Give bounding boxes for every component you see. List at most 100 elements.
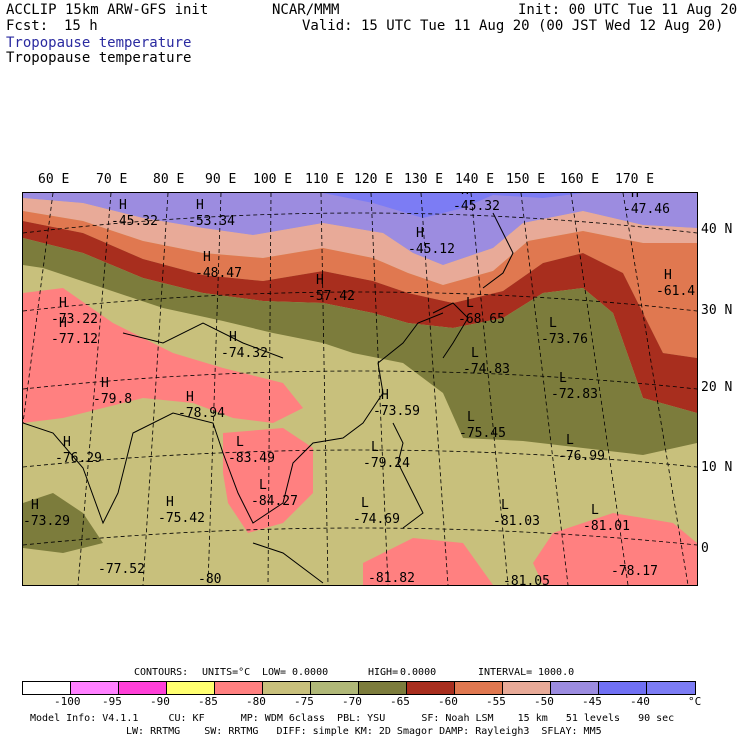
colorbar-swatch (119, 682, 167, 694)
low-marker: L (559, 371, 567, 386)
colorbar-swatch (407, 682, 455, 694)
region-pink-bay (223, 428, 313, 533)
high-marker: H (381, 388, 389, 403)
extremum-value: -47.46 (623, 202, 670, 217)
map-extrema-labels: H-45.32H-53.34H-48.47H-57.42H-45.32H-45.… (23, 192, 695, 586)
colorbar-tick-label: -50 (534, 695, 554, 708)
colorbar-tick-label: -70 (342, 695, 362, 708)
colorbar-tick-label: -80 (246, 695, 266, 708)
field-title-shaded: Tropopause temperature (6, 35, 192, 51)
lon-label: 120 E (354, 172, 394, 187)
colorbar-tick-label: -75 (294, 695, 314, 708)
high-marker: H (63, 435, 71, 450)
band-dark-red (23, 221, 697, 413)
init-time: Init: 00 UTC Tue 11 Aug 20 (518, 2, 738, 18)
band-lavender (23, 193, 697, 265)
low-marker: L (566, 433, 574, 448)
high-marker: H (31, 498, 39, 513)
extremum-value: -45.32 (453, 199, 500, 214)
low-label: LOW= (262, 667, 287, 678)
extremum-value: -78.94 (178, 406, 225, 421)
high-marker: H (119, 198, 127, 213)
extremum-value: -84.27 (251, 494, 298, 509)
extremum-value: -74.32 (221, 346, 268, 361)
extremum-value: -68.65 (458, 312, 505, 327)
lat-label: 10 N (701, 460, 733, 475)
region-pink-india (23, 288, 303, 423)
colorbar-tick-label: -40 (630, 695, 650, 708)
colorbar-swatch (359, 682, 407, 694)
high-marker: H (196, 198, 204, 213)
graticule (23, 193, 697, 585)
lat-label: 20 N (701, 380, 733, 395)
lon-label: 170 E (615, 172, 655, 187)
field-title-contour: Tropopause temperature (6, 50, 192, 66)
valid-time: Valid: 15 UTC Tue 11 Aug 20 (00 JST Wed … (302, 18, 724, 34)
contours-label: CONTOURS: (134, 667, 189, 678)
lon-label: 100 E (253, 172, 293, 187)
high-marker: H (59, 296, 67, 311)
forecast-hours: 15 h (64, 18, 98, 34)
extremum-value: -81.05 (503, 574, 550, 586)
colorbar-tick-label: -85 (198, 695, 218, 708)
colorbar-swatch (263, 682, 311, 694)
model-info-line-1: Model Info: V4.1.1 CU: KF MP: WDM 6class… (30, 713, 675, 724)
low-marker: L (501, 498, 509, 513)
extremum-value: -78.17 (611, 564, 658, 579)
low-value: 0.0000 (292, 667, 329, 678)
high-value: 0.0000 (400, 667, 437, 678)
extremum-value: -80 (198, 572, 221, 586)
colorbar-unit: °C (688, 695, 702, 708)
colorbar-swatch (503, 682, 551, 694)
colorbar-swatch (215, 682, 263, 694)
extremum-value: -75.42 (158, 511, 205, 526)
lon-label: 80 E (153, 172, 185, 187)
coastlines (23, 212, 514, 584)
extremum-value: -72.83 (551, 387, 598, 402)
colorbar-tick-label: -60 (438, 695, 458, 708)
colorbar (22, 681, 696, 695)
extremum-value: -83.49 (228, 451, 275, 466)
colorbar-swatch (23, 682, 71, 694)
band-salmon (23, 198, 697, 285)
lon-label: 160 E (560, 172, 600, 187)
low-marker: L (259, 478, 267, 493)
units-label: UNITS=°C (202, 667, 251, 678)
colorbar-tick-label: -95 (102, 695, 122, 708)
lon-label: 60 E (38, 172, 70, 187)
extremum-value: -79.8 (93, 392, 132, 407)
extremum-value: -61.4 (656, 284, 695, 299)
low-marker: L (471, 346, 479, 361)
extremum-value: -73.59 (373, 404, 420, 419)
low-marker: L (549, 316, 557, 331)
low-marker: L (591, 503, 599, 518)
extremum-value: -81.01 (583, 519, 630, 534)
colorbar-tick-label: -55 (486, 695, 506, 708)
interval-label: INTERVAL= (478, 667, 533, 678)
interval-value: 1000.0 (538, 667, 575, 678)
extremum-value: -76.99 (558, 449, 605, 464)
high-marker: H (664, 268, 672, 283)
high-label: HIGH= (368, 667, 399, 678)
band-orange (23, 211, 697, 358)
high-marker: H (631, 192, 639, 201)
colorbar-tick-label: -45 (582, 695, 602, 708)
lat-label: 30 N (701, 303, 733, 318)
lon-label: 130 E (404, 172, 444, 187)
colorbar-swatch (551, 682, 599, 694)
high-marker: H (416, 226, 424, 241)
extremum-value: -73.29 (23, 514, 70, 529)
high-marker: H (229, 330, 237, 345)
lon-label: 110 E (305, 172, 345, 187)
extremum-value: -74.69 (353, 512, 400, 527)
extremum-value: -57.42 (308, 289, 355, 304)
high-marker: H (316, 273, 324, 288)
extremum-value: -53.34 (188, 214, 235, 229)
high-marker: H (186, 390, 194, 405)
lat-label: 0 (701, 541, 709, 556)
colorbar-tick-label: -90 (150, 695, 170, 708)
low-marker: L (466, 296, 474, 311)
model-title: ACCLIP 15km ARW-GFS init (6, 2, 209, 18)
extremum-value: -48.47 (195, 266, 242, 281)
low-marker: L (361, 496, 369, 511)
